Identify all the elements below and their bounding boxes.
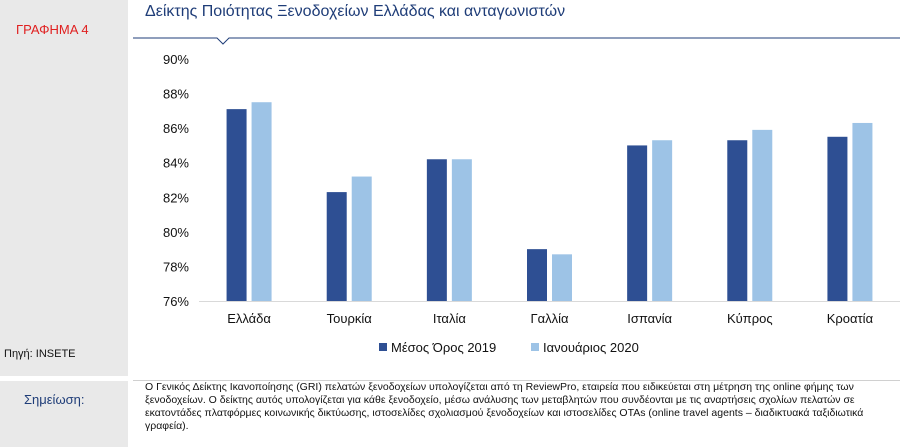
bar-series2 (351, 176, 372, 301)
note-text: Ο Γενικός Δείκτης Ικανοποίησης (GRI) πελ… (145, 381, 864, 432)
legend-swatch (531, 343, 539, 351)
source-label: Πηγή: INSETE (4, 348, 76, 360)
title-underline (133, 37, 900, 45)
bar-series2 (852, 122, 873, 301)
x-tick-label: Ελλάδα (227, 311, 271, 326)
note-panel: Σημείωση: (0, 381, 128, 447)
bar-series2 (752, 129, 773, 301)
bar-series1 (426, 159, 447, 301)
bar-series1 (326, 192, 347, 301)
x-tick-label: Τουρκία (327, 311, 373, 326)
y-tick-label: 80% (163, 225, 189, 240)
x-tick-label: Ιταλία (433, 311, 466, 326)
bar-series1 (226, 109, 247, 301)
note-label: Σημείωση: (24, 392, 85, 407)
bar-series2 (451, 159, 472, 301)
left-panel: ΓΡΑΦΗΜΑ 4 Πηγή: INSETE (0, 0, 128, 376)
bar-series1 (827, 136, 848, 301)
note-divider (133, 380, 900, 381)
figure-label: ΓΡΑΦΗΜΑ 4 (16, 22, 89, 37)
y-tick-label: 90% (163, 52, 189, 67)
chart-panel: Δείκτης Ποιότητας Ξενοδοχείων Ελλάδας κα… (133, 0, 900, 376)
legend-swatch (379, 343, 387, 351)
x-tick-label: Κύπρος (727, 311, 773, 326)
x-tick-label: Γαλλία (530, 311, 569, 326)
bar-series2 (652, 140, 673, 301)
legend-label: Μέσος Όρος 2019 (391, 340, 496, 355)
y-tick-label: 84% (163, 156, 189, 171)
bar-series2 (251, 102, 272, 301)
bar-series1 (727, 140, 748, 301)
legend-label: Ιανουάριος 2020 (543, 340, 639, 355)
y-tick-label: 78% (163, 259, 189, 274)
y-tick-label: 86% (163, 121, 189, 136)
y-tick-label: 88% (163, 87, 189, 102)
bar-series2 (552, 254, 572, 301)
x-tick-label: Κροατία (827, 311, 874, 326)
y-tick-label: 82% (163, 190, 189, 205)
chart-title: Δείκτης Ποιότητας Ξενοδοχείων Ελλάδας κα… (145, 3, 566, 20)
bar-series1 (527, 249, 547, 301)
y-tick-label: 76% (163, 294, 189, 309)
bar-chart: 76% 78% 80% 82% 84% 86% 88% 90% Ελλάδα Τουρκία Ιτα… (163, 52, 900, 355)
bar-series1 (627, 145, 648, 301)
x-tick-label: Ισπανία (627, 311, 672, 326)
